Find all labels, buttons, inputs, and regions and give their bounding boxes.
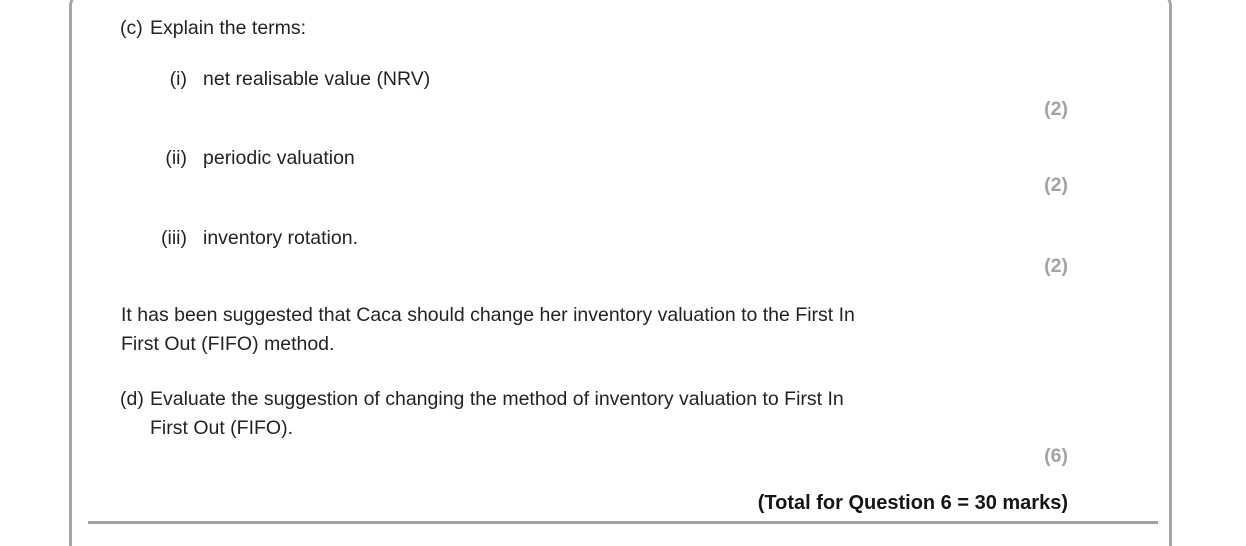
part-d-line-1: Evaluate the suggestion of changing the … — [150, 388, 844, 410]
subitem-iii-label: (iii) — [161, 227, 187, 249]
part-d-label: (d) — [120, 388, 144, 410]
subitem-ii-label: (ii) — [165, 147, 187, 169]
subitem-ii-text: periodic valuation — [203, 147, 355, 169]
marks-badge-ii: (2) — [1044, 174, 1068, 196]
bottom-rule-divider — [88, 521, 1158, 524]
part-d-text: Evaluate the suggestion of changing the … — [150, 385, 844, 443]
part-c-label: (c) — [120, 17, 143, 39]
part-c-text: Explain the terms: — [150, 17, 307, 39]
marks-badge-d: (6) — [1044, 445, 1068, 467]
subitem-iii-text: inventory rotation. — [203, 227, 359, 249]
statement-line-1: It has been suggested that Caca should c… — [121, 304, 855, 326]
subitem-i-text: net realisable value (NRV) — [203, 68, 431, 90]
part-d-line-2: First Out (FIFO). — [150, 417, 293, 439]
question-border-box — [69, 0, 1172, 546]
marks-badge-i: (2) — [1044, 98, 1068, 120]
statement-line-2: First Out (FIFO) method. — [121, 333, 335, 355]
subitem-i-label: (i) — [169, 68, 187, 90]
marks-badge-iii: (2) — [1044, 255, 1068, 277]
total-marks-line: (Total for Question 6 = 30 marks) — [757, 492, 1068, 514]
statement-paragraph: It has been suggested that Caca should c… — [121, 301, 855, 359]
